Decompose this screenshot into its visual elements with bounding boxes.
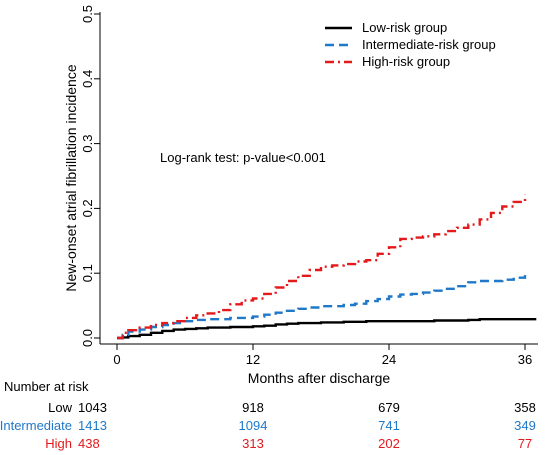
legend-label: High-risk group: [362, 54, 450, 69]
risk-value: 313: [242, 436, 264, 451]
x-tick-label: 36: [518, 352, 532, 367]
risk-value: 679: [378, 400, 400, 415]
series-line-low-risk-group: [117, 318, 537, 340]
risk-value: 918: [242, 400, 264, 415]
risk-value: 349: [514, 418, 536, 433]
series-line-high-risk-group: [117, 194, 527, 340]
risk-value: 438: [78, 436, 100, 451]
risk-row-label: High: [45, 436, 72, 451]
y-tick-label: 0.5: [80, 5, 95, 23]
risk-value: 1043: [78, 400, 107, 415]
y-tick-label: 0.4: [80, 70, 95, 88]
legend: Low-risk group Intermediate-risk group Hig…: [325, 20, 496, 69]
log-rank-annotation: Log-rank test: p-value<0.001: [160, 150, 326, 165]
risk-row-label: Intermediate: [0, 418, 72, 433]
series-line-intermediate-risk-group: [117, 275, 527, 340]
risk-value: 1413: [78, 418, 107, 433]
series-group: [117, 194, 537, 340]
x-axis-title: Months after discharge: [248, 370, 391, 386]
y-tick-label: 0.1: [80, 264, 95, 282]
y-tick-label: 0.2: [80, 199, 95, 217]
legend-label: Low-risk group: [362, 20, 447, 35]
risk-value: 202: [378, 436, 400, 451]
risk-table-title: Number at risk: [4, 379, 89, 394]
y-tick-label: 0.3: [80, 135, 95, 153]
x-tick-label: 0: [113, 352, 120, 367]
x-ticks: 0 12 24 36: [113, 344, 532, 367]
x-tick-label: 24: [382, 352, 396, 367]
risk-value: 358: [514, 400, 536, 415]
risk-row-label: Low: [48, 400, 72, 415]
risk-value: 741: [378, 418, 400, 433]
x-tick-label: 12: [246, 352, 260, 367]
y-axis-title: New-onset atrial fibrillation incidence: [63, 64, 79, 291]
risk-value: 1094: [239, 418, 268, 433]
y-ticks: 0.0 0.1 0.2 0.3 0.4 0.5: [80, 5, 100, 347]
risk-table: Low 1043 918 679 358 Intermediate 1413 1094 741 3…: [0, 400, 536, 451]
y-tick-label: 0.0: [80, 329, 95, 347]
legend-label: Intermediate-risk group: [362, 37, 496, 52]
risk-value: 77: [518, 436, 532, 451]
